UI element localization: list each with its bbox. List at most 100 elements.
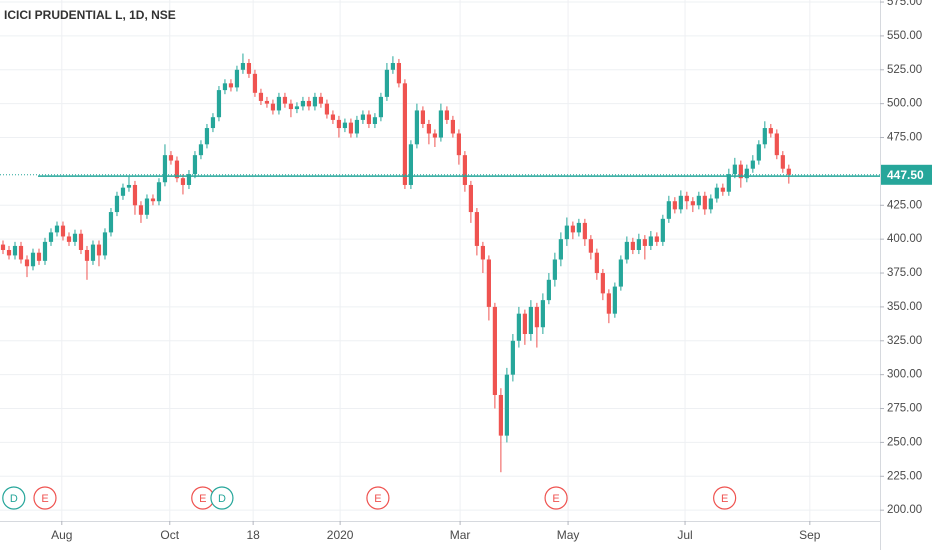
candle-body (36, 252, 42, 261)
candle-body (120, 187, 126, 196)
candle-body (756, 144, 761, 161)
candle-body (84, 249, 90, 261)
event-marker[interactable] (210, 486, 234, 510)
candle-body (186, 174, 192, 185)
candle-body (174, 160, 180, 179)
x-tick-label: Aug (51, 528, 72, 542)
candle-body (318, 96, 324, 104)
y-tick-label: 250.00 (887, 436, 922, 448)
candle-body (498, 394, 503, 436)
candle-body (642, 239, 647, 246)
x-tick-label: Jul (677, 528, 692, 542)
candle-body (474, 212, 479, 246)
candle-body (114, 195, 120, 213)
candle-body (408, 144, 414, 185)
candle-body (66, 236, 72, 242)
candle-body (684, 195, 689, 202)
candle-body (708, 198, 713, 210)
candle-body (312, 96, 318, 107)
candle-body (582, 222, 587, 240)
last-price-box (881, 164, 932, 185)
candle-body (336, 119, 342, 129)
candle-body (0, 244, 6, 250)
event-marker[interactable] (33, 486, 57, 510)
candle-body (240, 63, 246, 70)
candle-body (600, 273, 605, 294)
candle-body (702, 195, 707, 210)
candle-body (588, 239, 593, 253)
y-tick-label: 325.00 (887, 335, 922, 347)
candle-body (522, 313, 527, 335)
candle-body (696, 195, 701, 206)
candle-body (594, 252, 599, 274)
y-tick-label: 400.00 (887, 233, 922, 245)
x-tick-label: Oct (160, 528, 179, 542)
candle-body (108, 212, 114, 233)
candle-body (72, 233, 78, 242)
candle-body (90, 244, 96, 261)
candle-body (534, 306, 539, 328)
candle-body (354, 119, 360, 134)
candle-body (150, 198, 156, 202)
y-tick-label: 425.00 (887, 199, 922, 211)
candle-body (660, 218, 665, 242)
event-label: E (41, 493, 48, 505)
candle-body (330, 114, 336, 120)
candle-body (222, 83, 228, 91)
candle-body (156, 182, 162, 202)
candle-body (372, 117, 378, 124)
candle-body (546, 279, 551, 301)
candle-body (666, 201, 671, 219)
event-marker[interactable] (544, 486, 568, 510)
candle-body (24, 259, 30, 267)
candle-body (414, 110, 420, 145)
y-tick-label: 475.00 (887, 132, 922, 144)
candle-body (294, 106, 300, 110)
event-marker[interactable] (366, 486, 390, 510)
candle-body (264, 100, 270, 104)
candle-body (192, 155, 198, 175)
candle-body (360, 114, 366, 120)
y-tick-label: 300.00 (887, 369, 922, 381)
candle-body (564, 225, 569, 240)
candle-body (732, 164, 737, 175)
candle-body (468, 184, 473, 213)
last-price-label: 447.50 (887, 168, 924, 182)
candle-body (138, 205, 144, 215)
candle-body (762, 128, 767, 145)
candle-body (168, 155, 174, 161)
y-tick-label: 200.00 (887, 504, 922, 516)
candle-body (42, 241, 48, 261)
event-label: E (374, 493, 381, 505)
candle-body (270, 103, 276, 111)
candle-body (30, 252, 36, 267)
candle-body (234, 69, 240, 88)
event-marker[interactable] (713, 486, 737, 510)
candle-body (228, 83, 234, 88)
event-label: D (218, 493, 226, 505)
candle-body (144, 198, 150, 215)
candle-body (624, 241, 629, 260)
x-tick-label: 18 (246, 528, 260, 542)
y-tick-label: 375.00 (887, 267, 922, 279)
event-label: D (10, 493, 18, 505)
candle-body (366, 114, 372, 124)
candle-body (432, 133, 438, 138)
y-tick-label: 350.00 (887, 301, 922, 313)
candle-body (126, 184, 132, 188)
candle-body (204, 128, 210, 145)
candle-body (786, 168, 791, 175)
candle-body (672, 201, 677, 210)
candle-body (570, 225, 575, 233)
candle-body (450, 119, 455, 134)
candle-body (384, 69, 390, 97)
candle-body (492, 306, 497, 395)
candle-body (300, 100, 306, 107)
candle-body (606, 293, 611, 314)
candle-body (540, 300, 545, 328)
candle-body (96, 244, 102, 256)
event-marker[interactable] (2, 486, 26, 510)
candle-body (60, 225, 66, 237)
